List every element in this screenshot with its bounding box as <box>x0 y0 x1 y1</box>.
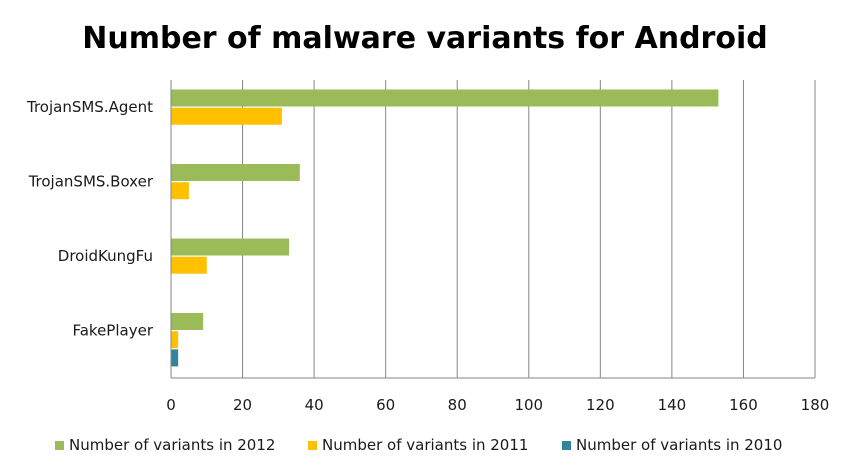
axes <box>170 80 815 379</box>
chart-title: Number of malware variants for Android <box>82 21 767 56</box>
x-tick-label-6: 120 <box>586 396 615 414</box>
x-tick-label-9: 180 <box>801 396 830 414</box>
x-tick-label-5: 100 <box>514 396 543 414</box>
legend-swatch-0 <box>55 441 64 450</box>
category-label-3: FakePlayer <box>72 322 153 340</box>
x-tick-label-2: 40 <box>305 396 324 414</box>
x-tick-labels: 0 20 40 60 80 100 120 140 160 180 <box>166 396 829 414</box>
bar-0-0 <box>171 89 719 107</box>
bar-1-1 <box>171 182 189 200</box>
x-tick-label-4: 80 <box>448 396 467 414</box>
bar-3-1 <box>171 331 179 349</box>
bars <box>171 89 719 367</box>
x-tick-label-8: 160 <box>729 396 758 414</box>
bar-2-1 <box>171 256 207 274</box>
category-label-1: TrojanSMS.Boxer <box>28 173 154 191</box>
category-label-2: DroidKungFu <box>58 247 153 265</box>
category-labels: TrojanSMS.Agent TrojanSMS.Boxer DroidKungF… <box>26 98 154 340</box>
bar-0-1 <box>171 107 282 125</box>
legend-label-2: Number of variants in 2010 <box>576 436 782 454</box>
x-tick-label-7: 140 <box>658 396 687 414</box>
legend-label-1: Number of variants in 2011 <box>322 436 528 454</box>
legend: Number of variants in 2012 Number of vari… <box>55 436 782 454</box>
x-tick-label-0: 0 <box>166 396 176 414</box>
bar-2-0 <box>171 238 290 256</box>
legend-label-0: Number of variants in 2012 <box>69 436 275 454</box>
legend-swatch-2 <box>562 441 571 450</box>
bar-3-0 <box>171 313 204 330</box>
gridlines <box>242 80 816 378</box>
legend-swatch-1 <box>308 441 317 450</box>
bar-3-2 <box>171 349 179 367</box>
x-tick-label-3: 60 <box>376 396 395 414</box>
x-tick-label-1: 20 <box>233 396 252 414</box>
bar-1-0 <box>171 164 300 181</box>
category-label-0: TrojanSMS.Agent <box>26 98 153 116</box>
